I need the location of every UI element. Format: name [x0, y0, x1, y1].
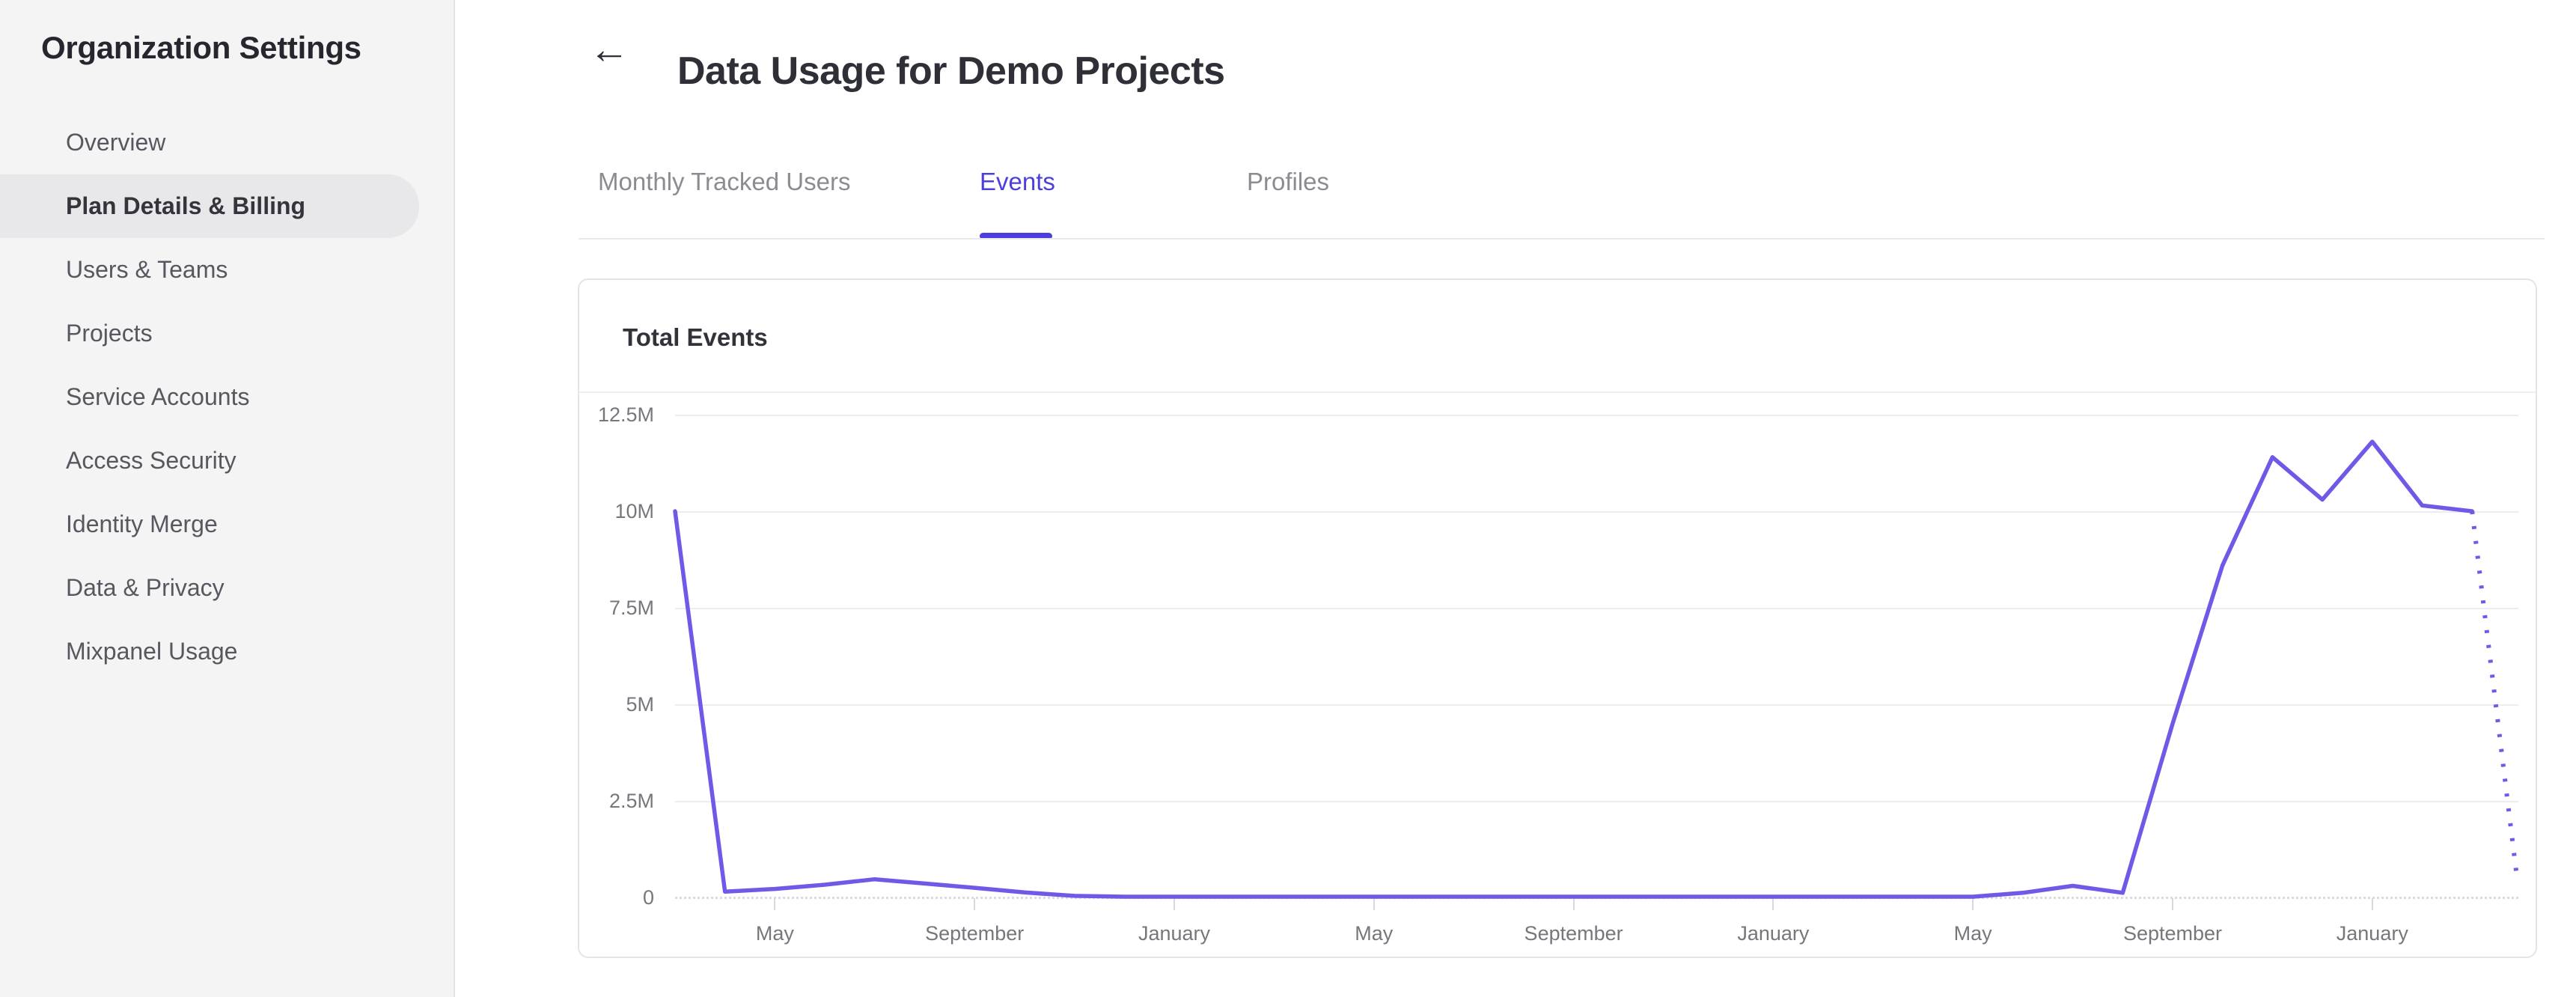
back-arrow-icon: ← — [589, 27, 629, 72]
sidebar-item-plan-details-billing[interactable]: Plan Details & Billing — [0, 174, 419, 238]
sidebar-nav: Overview Plan Details & Billing Users & … — [0, 111, 455, 683]
y-axis-label-10m: 10M — [614, 500, 654, 522]
tab-events[interactable]: Events — [980, 168, 1055, 195]
y-axis-label-0: 0 — [642, 886, 654, 909]
x-tick-label-8: January — [2336, 922, 2408, 945]
x-tick-label-6: May — [1953, 922, 1992, 945]
sidebar: Organization Settings Overview Plan Deta… — [0, 0, 455, 997]
sidebar-item-data-privacy[interactable]: Data & Privacy — [66, 574, 225, 601]
y-axis-label-12-5m: 12.5M — [597, 403, 654, 426]
page-title: Data Usage for Demo Projects — [677, 49, 1225, 93]
sidebar-item-identity-merge[interactable]: Identity Merge — [66, 510, 218, 537]
sidebar-item-access-security[interactable]: Access Security — [66, 447, 236, 474]
sidebar-item-projects[interactable]: Projects — [66, 320, 153, 347]
sidebar-title: Organization Settings — [41, 30, 361, 65]
gridline-7-5m — [675, 608, 2518, 609]
sidebar-item-overview[interactable]: Overview — [66, 129, 166, 156]
sidebar-item-users-teams[interactable]: Users & Teams — [66, 256, 228, 283]
chart-svg — [673, 439, 2520, 899]
x-tick-mark — [1972, 898, 1974, 910]
x-tick-label-0: May — [755, 922, 794, 945]
gridline-12-5m — [675, 415, 2518, 416]
x-tick-mark — [1373, 898, 1375, 910]
card-divider — [579, 391, 2536, 393]
gridline-2-5m — [675, 801, 2518, 802]
y-axis-label-2-5m: 2.5M — [608, 790, 654, 812]
sidebar-item-service-accounts[interactable]: Service Accounts — [66, 383, 250, 410]
x-tick-label-1: September — [925, 922, 1025, 945]
projection-line — [2470, 510, 2520, 879]
y-axis-label-5m: 5M — [626, 693, 654, 716]
x-tick-mark — [974, 898, 976, 910]
x-tick-label-7: September — [2122, 922, 2223, 945]
x-tick-mark — [1173, 898, 1175, 910]
x-tick-label-2: January — [1138, 922, 1211, 945]
tab-monthly-tracked-users[interactable]: Monthly Tracked Users — [598, 168, 851, 195]
tabs-divider — [579, 238, 2545, 240]
back-button[interactable]: ← — [585, 25, 633, 73]
sidebar-item-mixpanel-usage[interactable]: Mixpanel Usage — [66, 638, 238, 665]
x-tick-mark — [1772, 898, 1774, 910]
x-tick-mark — [2371, 898, 2373, 910]
x-tick-label-5: January — [1737, 922, 1810, 945]
card-title: Total Events — [623, 323, 768, 351]
x-tick-label-4: September — [1524, 922, 1623, 945]
tab-profiles[interactable]: Profiles — [1247, 168, 1330, 195]
y-axis-label-7-5m: 7.5M — [608, 597, 654, 619]
events-line — [673, 439, 2474, 899]
x-tick-label-3: May — [1355, 922, 1394, 945]
gridline-10m — [675, 511, 2518, 513]
active-tab-underline — [980, 233, 1052, 240]
gridline-5m — [675, 704, 2518, 706]
x-tick-mark — [774, 898, 776, 910]
x-tick-mark — [1572, 898, 1575, 910]
usage-card: Total Events 12.5M 10M 7.5M 5M 2.5M 0 Ma… — [578, 278, 2537, 958]
x-tick-mark — [2172, 898, 2173, 910]
